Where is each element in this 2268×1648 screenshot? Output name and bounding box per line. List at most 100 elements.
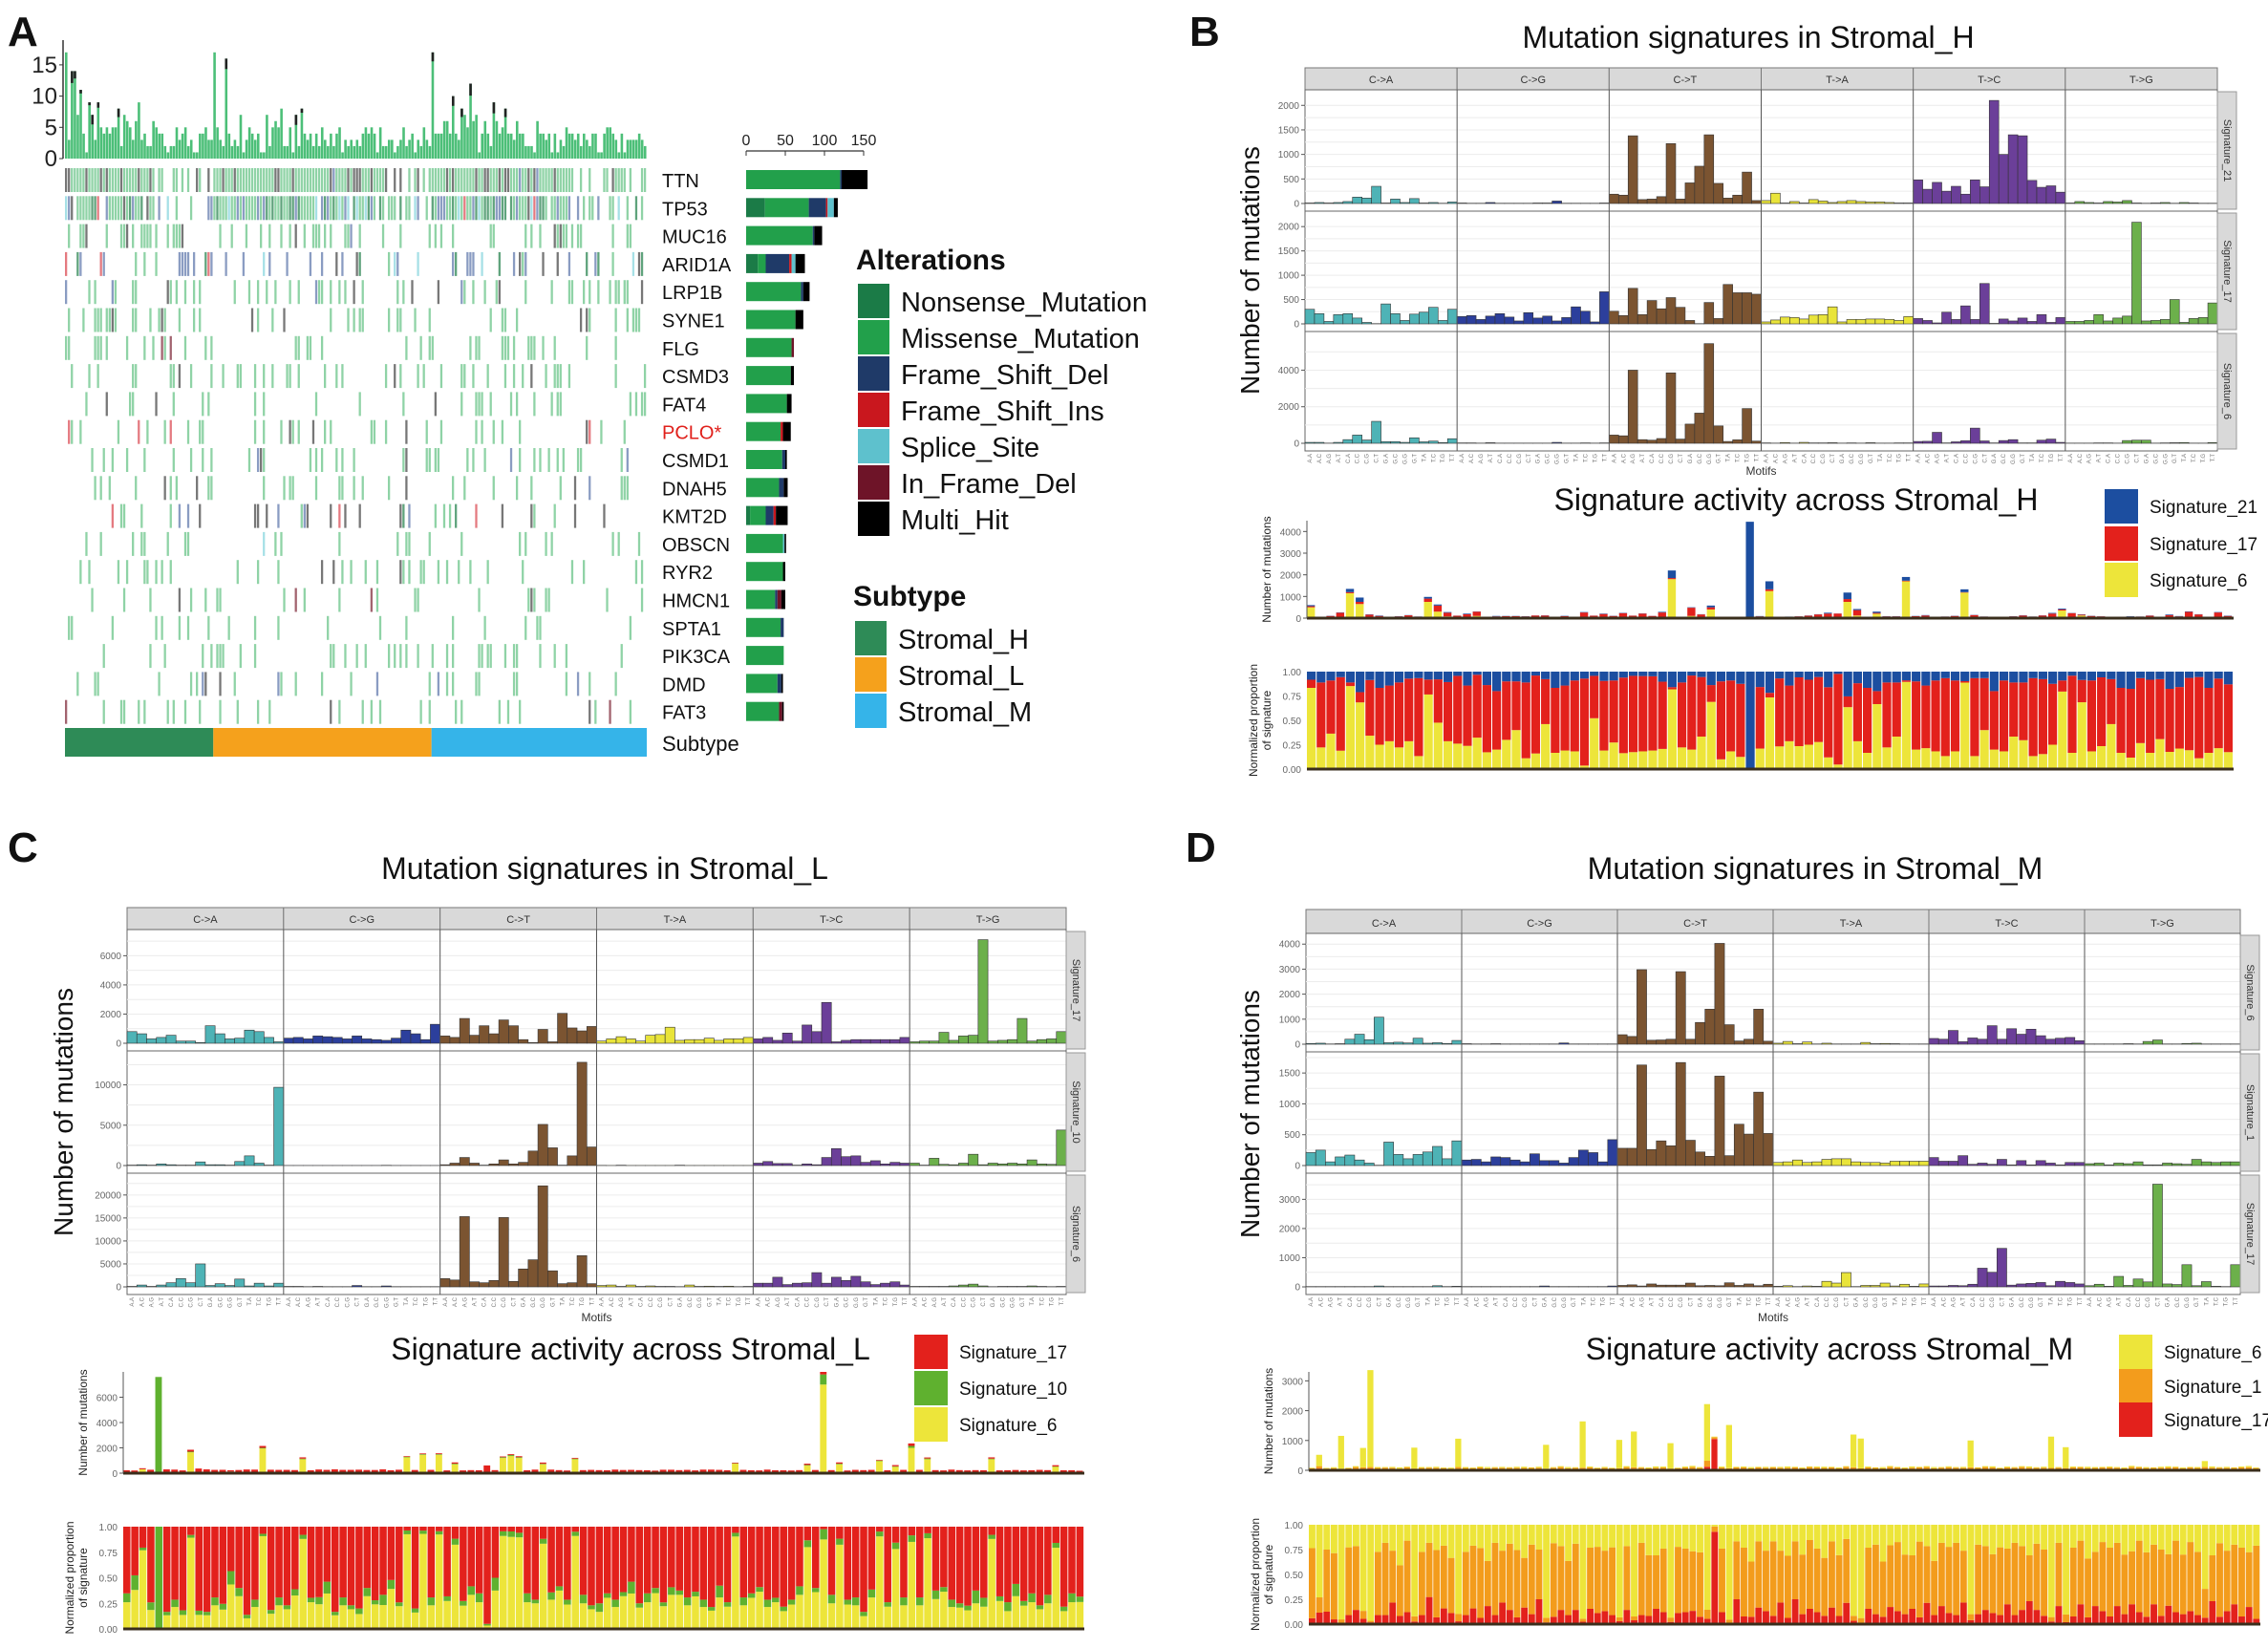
activity-proportion-bar (1628, 675, 1638, 753)
activity-count-bar (1658, 611, 1666, 613)
activity-proportion-bar (1389, 1602, 1397, 1624)
signature-bar (2103, 201, 2113, 204)
activity-count-bar (299, 1458, 307, 1460)
activity-proportion-bar (2003, 1525, 2011, 1549)
tmb-bar (260, 152, 263, 159)
mutation-cell (225, 168, 227, 192)
signature-bar (1967, 1283, 1979, 1288)
signature-bar (1390, 313, 1401, 325)
signature-bar (1722, 198, 1733, 204)
activity-proportion-bar (226, 1571, 235, 1585)
mutation-cell (609, 196, 611, 221)
signature-bar (1617, 315, 1629, 325)
signature-bar (1036, 1038, 1047, 1044)
signature-strip (2216, 212, 2237, 331)
motif-tick-label: C.A (1954, 454, 1959, 463)
activity-proportion-bar (1557, 1525, 1565, 1547)
activity-count-bar (820, 1384, 827, 1473)
tmb-bar (509, 133, 513, 159)
activity-count-bar (515, 1457, 523, 1459)
mutation-cell (172, 392, 175, 417)
tmb-bar (181, 133, 184, 159)
activity-proportion-bar (2184, 750, 2194, 769)
tmb-bar (300, 108, 304, 159)
mutation-cell (79, 168, 82, 192)
tmb-bar (545, 139, 548, 159)
activity-count-bar (243, 1469, 250, 1473)
signature-bar (1846, 319, 1857, 325)
mutation-cell (111, 308, 115, 332)
signature-bar (1951, 185, 1961, 204)
motif-tick-label: G.A (1384, 454, 1390, 463)
activity-proportion-bar (1059, 1606, 1068, 1612)
motif-tick-label: T.G (893, 1297, 899, 1307)
mutation-cell (114, 280, 118, 305)
mutation-cell (583, 196, 586, 221)
motif-tick-label: G.A (1840, 454, 1846, 463)
mutation-cell (542, 196, 545, 221)
activity-proportion-bar (162, 1612, 171, 1616)
activity-proportion-bar (2135, 1525, 2143, 1541)
activity-count-bar (1711, 1436, 1718, 1438)
activity-proportion-bar (2113, 1542, 2121, 1607)
motif-tick-label: T.G (2201, 454, 2207, 463)
motif-tick-label: C.C (961, 1296, 967, 1307)
tmb-bar (570, 133, 574, 159)
activity-legend-swatch (914, 1335, 948, 1369)
activity-proportion-bar (1499, 1525, 1507, 1552)
mutation-cell (294, 224, 297, 248)
activity-count-bar (1572, 1466, 1579, 1468)
tmb-bar (178, 139, 182, 159)
mutation-cell (533, 168, 536, 192)
mutation-cell (399, 224, 402, 248)
motif-tick-label: T.G (1441, 454, 1446, 463)
signature-bar (2230, 1264, 2241, 1288)
activity-count-bar (307, 1469, 314, 1473)
activity-proportion-bar (1506, 1525, 1513, 1544)
activity-proportion-bar (219, 1527, 227, 1604)
signature-bar (2207, 441, 2218, 444)
motif-tick-label: G.A (208, 1297, 214, 1307)
activity-count-bar (1615, 1467, 1623, 1470)
activity-proportion-bar (2113, 1606, 2121, 1624)
mutation-cell (330, 168, 332, 192)
signature-bar (909, 1163, 920, 1166)
activity-proportion-bar (1835, 1554, 1843, 1616)
activity-proportion-bar (891, 1527, 900, 1543)
activity-count-bar (1423, 596, 1432, 599)
activity-count-bar (1477, 1466, 1484, 1470)
motif-tick-label: C.G (2125, 454, 2130, 464)
activity-count-bar (619, 1469, 627, 1472)
tmb-bar (88, 102, 91, 159)
signature-bar (1626, 1036, 1637, 1045)
activity-proportion-bar (1345, 682, 1356, 687)
activity-proportion-bar (579, 1527, 588, 1595)
mutation-cell (163, 644, 166, 669)
tmb-bar (394, 152, 396, 159)
activity-title: Signature activity across Stromal_L (391, 1332, 870, 1366)
activity-proportion-bar (291, 1595, 299, 1629)
activity-count-bar (1667, 1443, 1674, 1469)
activity-count-bar (1309, 1467, 1316, 1468)
activity-proportion-bar (900, 1527, 908, 1598)
activity-proportion-bar (796, 1527, 803, 1587)
mutation-cell (268, 224, 271, 248)
mutation-cell (481, 644, 483, 669)
motif-tick-label: C.A (795, 1297, 801, 1307)
motif-tick-label: C.G (1669, 454, 1675, 464)
signature-bar (1354, 1159, 1365, 1166)
alteration-legend-label: Frame_Shift_Ins (901, 396, 1104, 427)
mutation-cell (178, 251, 182, 276)
mutation-cell (489, 224, 492, 248)
mutation-cell (489, 308, 492, 332)
activity-count-bar (1697, 614, 1705, 617)
activity-proportion-bar (2069, 1548, 2077, 1616)
activity-proportion-bar (1307, 672, 1316, 680)
count-y-title: Number of mutations (1262, 1368, 1275, 1474)
activity-proportion-bar (1852, 672, 1862, 684)
signature-bar (1753, 1009, 1765, 1045)
activity-proportion-bar (1579, 678, 1590, 766)
mutation-cell (553, 335, 556, 360)
motif-tick-label: G.T (2194, 1297, 2200, 1307)
activity-count-bar (571, 1459, 579, 1473)
